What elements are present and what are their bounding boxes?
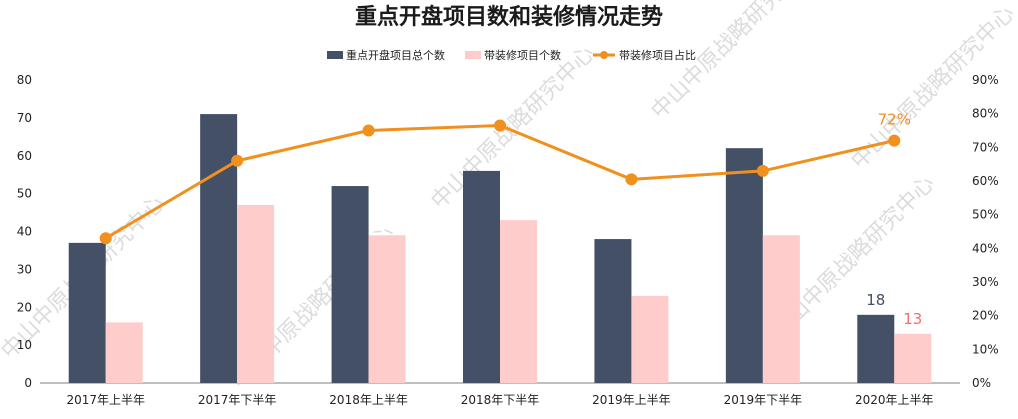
x-tick-label: 2017年上半年 (66, 393, 145, 407)
legend-label-0: 重点开盘项目总个数 (346, 48, 445, 62)
legend-label-1: 带装修项目个数 (484, 48, 561, 62)
legend: 重点开盘项目总个数 带装修项目个数 带装修项目占比 (327, 48, 696, 62)
ratio-point (494, 119, 506, 132)
data-label: 18 (866, 291, 885, 309)
ratio-point (362, 124, 375, 137)
bar-decorated (368, 235, 406, 383)
y-right-tick-label: 60% (972, 174, 999, 188)
watermark-text-5: 中山中原战略研究中心 (647, 0, 820, 124)
x-tick-label: 2020年上半年 (855, 393, 934, 407)
bar-decorated (237, 204, 275, 383)
y-left-tick-label: 10 (17, 338, 32, 352)
bar-total (68, 242, 106, 383)
legend-swatch-1 (465, 51, 481, 59)
y-left-tick-label: 20 (17, 300, 32, 314)
bar-total (331, 186, 369, 383)
bar-decorated (631, 295, 669, 383)
y-left-tick-label: 30 (17, 262, 32, 276)
x-tick-label: 2018年下半年 (461, 393, 540, 407)
y-right-tick-label: 30% (972, 275, 999, 289)
x-tick-label: 2017年下半年 (198, 393, 277, 407)
y-right-tick-label: 70% (972, 140, 999, 154)
axes: 0 10 20 30 40 50 60 70 80 0% 10% 20% 30% 40% 50% 60% 70%… (17, 73, 999, 407)
y-right-tick-label: 20% (972, 309, 999, 323)
y-left-tick-label: 70 (17, 111, 32, 125)
bar-total (594, 239, 632, 383)
bar-total (463, 170, 500, 383)
bar-decorated (105, 322, 143, 383)
x-tick-label: 2019年上半年 (592, 393, 671, 407)
bar-decorated (894, 333, 932, 383)
y-right-tick-label: 90% (972, 73, 999, 87)
y-left-tick-label: 80 (17, 73, 32, 87)
legend-line-marker (600, 51, 608, 59)
x-tick-label: 2018年上半年 (329, 393, 408, 407)
ratio-point (625, 173, 638, 186)
y-left-tick-label: 50 (17, 187, 32, 201)
ratio-point (99, 232, 112, 245)
bars (68, 114, 932, 384)
chart-title: 重点开盘项目数和装修情况走势 (355, 4, 663, 30)
ratio-point (756, 164, 769, 177)
y-right-tick-label: 50% (972, 208, 999, 222)
bar-total (725, 148, 763, 383)
y-right-tick-label: 80% (972, 107, 999, 121)
y-left-tick-label: 0 (24, 376, 32, 390)
legend-swatch-0 (327, 51, 343, 59)
bar-total (857, 314, 895, 383)
y-left-tick-label: 60 (17, 149, 32, 163)
ratio-line (99, 119, 901, 245)
bar-decorated (500, 220, 537, 383)
data-label: 72% (878, 111, 911, 129)
x-tick-label: 2019年下半年 (724, 393, 803, 407)
y-right-tick-label: 40% (972, 241, 999, 255)
y-right-tick-label: 0% (972, 376, 991, 390)
bar-decorated (762, 235, 800, 383)
y-right-tick-label: 10% (972, 342, 999, 356)
data-label: 13 (903, 310, 922, 328)
bar-total (200, 114, 238, 384)
ratio-point (888, 134, 901, 147)
legend-label-2: 带装修项目占比 (619, 48, 696, 62)
ratio-point (231, 154, 244, 167)
y-left-tick-label: 40 (17, 225, 32, 239)
data-labels: 18 13 72% (866, 111, 922, 328)
